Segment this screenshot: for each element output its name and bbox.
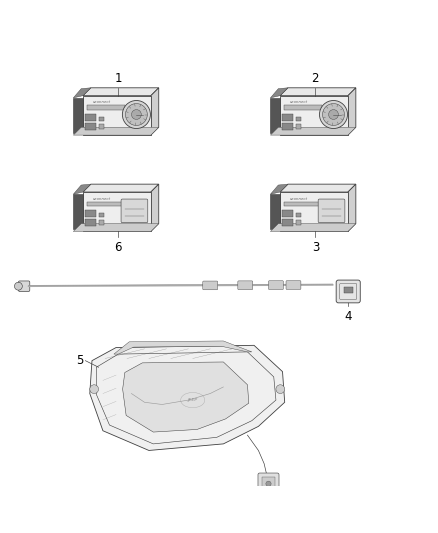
Text: uconnect: uconnect bbox=[93, 197, 111, 200]
Text: uconnect: uconnect bbox=[290, 197, 308, 200]
Bar bbox=[99, 220, 103, 225]
Bar bbox=[296, 124, 300, 129]
FancyBboxPatch shape bbox=[286, 281, 301, 289]
Circle shape bbox=[328, 110, 339, 119]
Circle shape bbox=[122, 101, 150, 128]
Text: uconnect: uconnect bbox=[290, 100, 308, 104]
Circle shape bbox=[319, 101, 347, 128]
Bar bbox=[85, 114, 96, 121]
FancyBboxPatch shape bbox=[268, 281, 283, 289]
Polygon shape bbox=[73, 184, 91, 194]
Text: 3: 3 bbox=[312, 241, 319, 254]
Circle shape bbox=[322, 103, 344, 125]
FancyBboxPatch shape bbox=[258, 473, 279, 492]
Polygon shape bbox=[73, 88, 91, 98]
Text: JEEP: JEEP bbox=[187, 398, 198, 402]
Circle shape bbox=[131, 110, 141, 119]
Polygon shape bbox=[151, 184, 159, 231]
Bar bbox=[99, 117, 104, 121]
Bar bbox=[280, 96, 348, 135]
Bar bbox=[87, 201, 125, 206]
Bar bbox=[83, 96, 151, 135]
Bar bbox=[87, 106, 125, 110]
Bar bbox=[282, 114, 293, 121]
Text: 5: 5 bbox=[77, 354, 84, 367]
Circle shape bbox=[90, 385, 99, 393]
Polygon shape bbox=[73, 127, 159, 135]
Bar bbox=[262, 478, 275, 488]
Bar bbox=[280, 192, 348, 231]
Polygon shape bbox=[151, 88, 159, 135]
Bar bbox=[282, 219, 293, 226]
Text: 4: 4 bbox=[344, 310, 352, 324]
Polygon shape bbox=[73, 223, 159, 231]
Polygon shape bbox=[270, 184, 288, 194]
Bar bbox=[85, 219, 96, 226]
FancyBboxPatch shape bbox=[18, 281, 30, 292]
Bar bbox=[99, 124, 103, 129]
Polygon shape bbox=[114, 341, 252, 354]
Bar bbox=[282, 211, 293, 217]
Bar bbox=[73, 194, 83, 229]
Polygon shape bbox=[280, 184, 356, 192]
FancyBboxPatch shape bbox=[121, 199, 148, 223]
Text: 2: 2 bbox=[311, 72, 319, 85]
Polygon shape bbox=[348, 88, 356, 135]
FancyBboxPatch shape bbox=[238, 281, 253, 289]
Polygon shape bbox=[83, 88, 159, 96]
Bar bbox=[344, 287, 353, 293]
Bar bbox=[284, 106, 322, 110]
Polygon shape bbox=[83, 184, 159, 192]
Polygon shape bbox=[280, 88, 356, 96]
Polygon shape bbox=[270, 127, 356, 135]
Bar bbox=[99, 213, 104, 217]
Bar bbox=[270, 194, 280, 229]
Circle shape bbox=[14, 282, 22, 290]
Bar bbox=[296, 220, 300, 225]
Circle shape bbox=[266, 481, 271, 487]
Polygon shape bbox=[348, 184, 356, 231]
Bar bbox=[85, 211, 96, 217]
FancyBboxPatch shape bbox=[318, 199, 345, 223]
Polygon shape bbox=[90, 345, 285, 450]
Text: 6: 6 bbox=[114, 241, 122, 254]
Text: uconnect: uconnect bbox=[93, 100, 111, 104]
Bar bbox=[282, 123, 293, 130]
Bar bbox=[296, 117, 301, 121]
Circle shape bbox=[276, 385, 285, 393]
Circle shape bbox=[125, 103, 147, 125]
Polygon shape bbox=[270, 88, 288, 98]
Text: 1: 1 bbox=[114, 72, 122, 85]
Polygon shape bbox=[270, 223, 356, 231]
Bar bbox=[85, 123, 96, 130]
Bar bbox=[284, 201, 322, 206]
Bar bbox=[296, 213, 301, 217]
Bar bbox=[270, 98, 280, 133]
FancyBboxPatch shape bbox=[203, 281, 218, 290]
FancyBboxPatch shape bbox=[336, 280, 360, 303]
Bar bbox=[83, 192, 151, 231]
Polygon shape bbox=[123, 362, 249, 432]
Bar bbox=[73, 98, 83, 133]
